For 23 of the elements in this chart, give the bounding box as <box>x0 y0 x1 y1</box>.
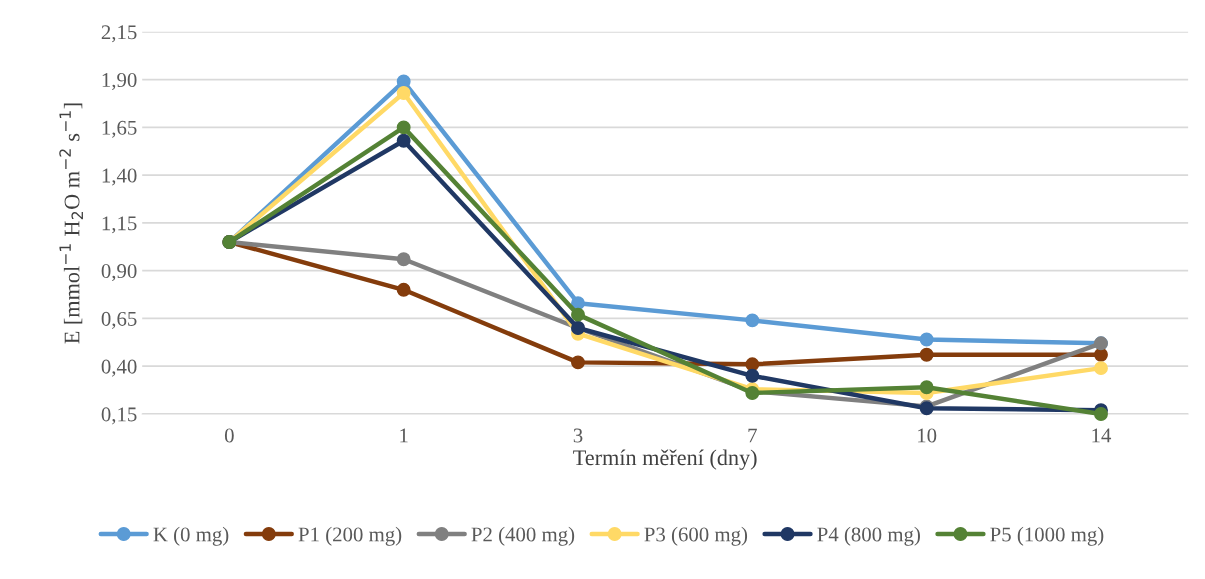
x-axis-title: Termín měření (dny) <box>573 449 757 470</box>
x-tick-label: 1 <box>400 428 408 443</box>
y-tick-label: 0,90 <box>101 264 137 282</box>
y-tick-label: 0,65 <box>101 311 137 329</box>
y-tick-label: 1,65 <box>102 120 137 138</box>
x-tick-label: 3 <box>573 428 583 443</box>
y-tick-label: 1,15 <box>102 216 137 234</box>
legend-label: K (0 mg) <box>153 526 229 546</box>
y-tick-label: 1,90 <box>102 72 137 91</box>
y-tick-label: 0,15 <box>101 407 137 425</box>
legend-label: P1 (200 mg) <box>298 526 402 546</box>
x-tick-label: 10 <box>918 428 937 443</box>
legend-label: P3 (600 mg) <box>644 526 748 546</box>
y-tick-label: 0,40 <box>101 359 137 377</box>
x-tick-label: 0 <box>224 428 234 443</box>
y-tick-label: 2,15 <box>101 25 137 43</box>
x-tick-label: 14 <box>1092 428 1112 443</box>
x-tick-label: 7 <box>748 428 757 443</box>
text: E [mmol$^{−1}$ H$_{2}$O m$^{−2}$ s$^{−1}$] <box>59 103 83 344</box>
legend-label: P2 (400 mg) <box>471 526 575 546</box>
legend-label: P5 (1000 mg) <box>990 526 1104 546</box>
legend-label: P4 (800 mg) <box>817 526 920 546</box>
y-tick-label: 1,40 <box>102 168 137 186</box>
